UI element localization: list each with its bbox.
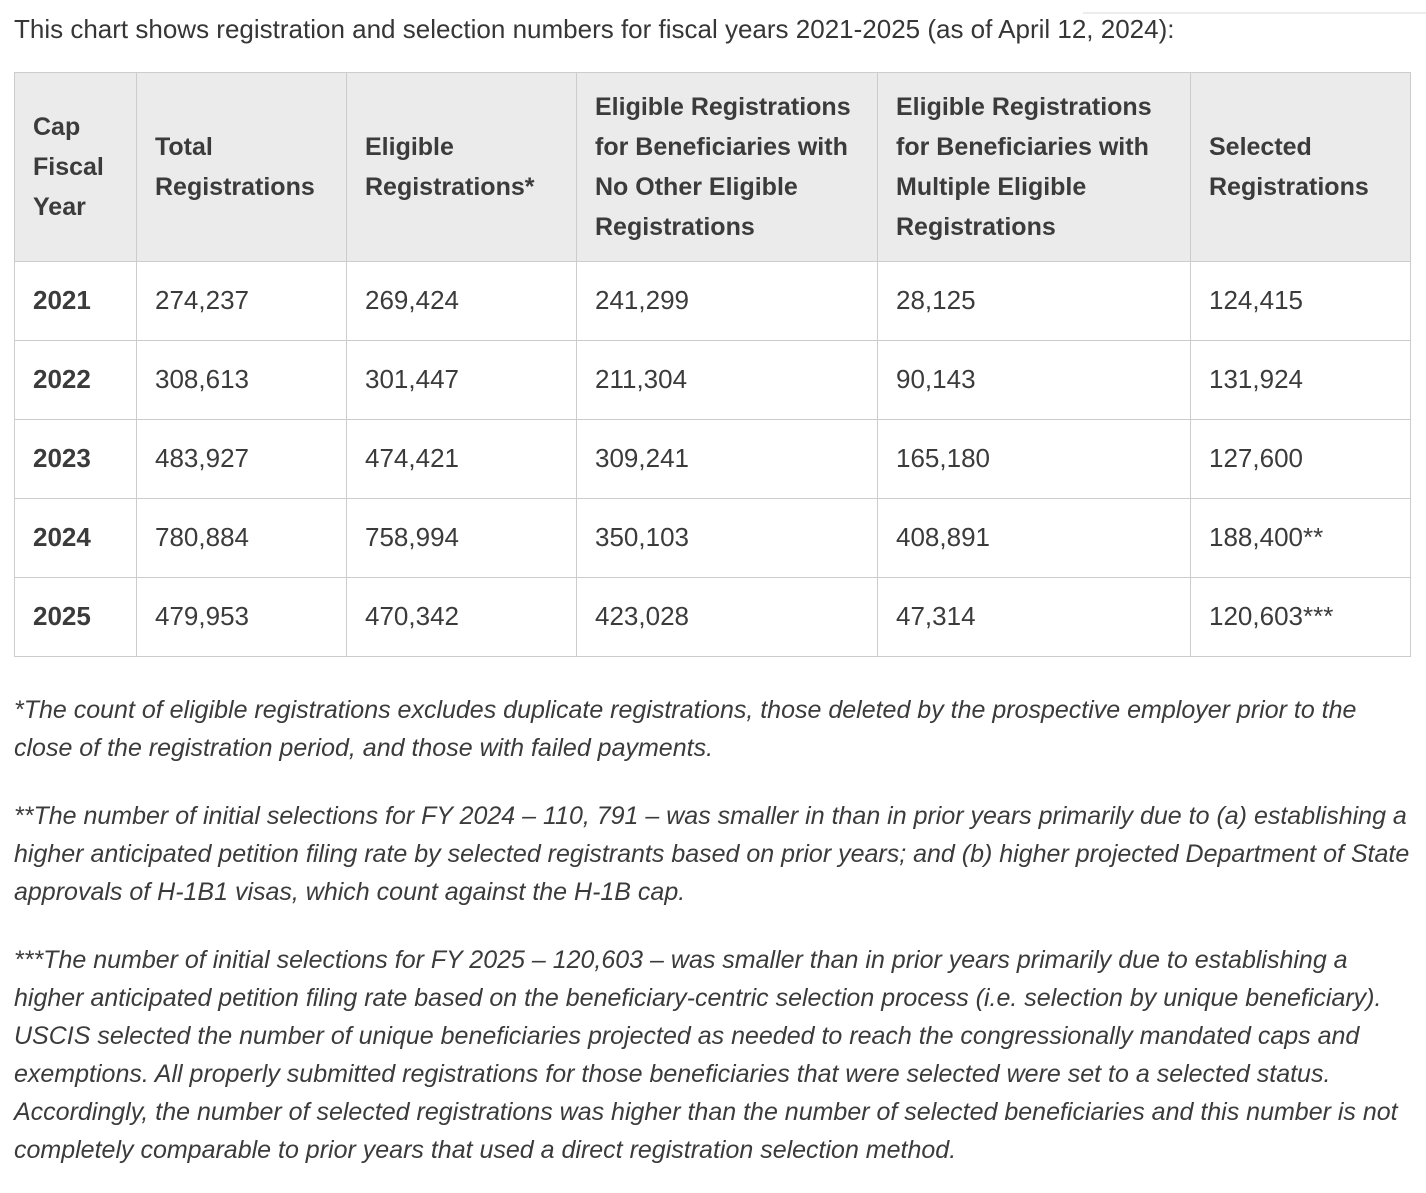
registrations-table: Cap Fiscal Year Total Registrations Elig… — [14, 72, 1411, 657]
table-row-2024: 2024 780,884 758,994 350,103 408,891 188… — [14, 498, 1411, 578]
footnote-eligible-registrations: *The count of eligible registrations exc… — [14, 696, 1357, 762]
cell-eligible-no-other: 350,103 — [576, 498, 878, 578]
cell-fiscal-year: 2023 — [14, 419, 137, 499]
table-row-2025: 2025 479,953 470,342 423,028 47,314 120,… — [14, 577, 1411, 657]
cell-eligible-no-other: 309,241 — [576, 419, 878, 499]
cell-eligible-multiple: 165,180 — [877, 419, 1191, 499]
cell-fiscal-year: 2022 — [14, 340, 137, 420]
cell-eligible-multiple: 47,314 — [877, 577, 1191, 657]
table-row-2022: 2022 308,613 301,447 211,304 90,143 131,… — [14, 340, 1411, 420]
col-header-eligible-multiple: Eligible Registrations for Beneficiaries… — [877, 72, 1191, 262]
cell-eligible-registrations: 470,342 — [346, 577, 577, 657]
col-header-selected-registrations: Selected Registrations — [1190, 72, 1411, 262]
cell-selected-registrations: 188,400** — [1190, 498, 1411, 578]
cell-fiscal-year: 2025 — [14, 577, 137, 657]
table-row-2023: 2023 483,927 474,421 309,241 165,180 127… — [14, 419, 1411, 499]
cell-total-registrations: 308,613 — [136, 340, 347, 420]
col-header-cap-fiscal-year: Cap Fiscal Year — [14, 72, 137, 262]
cell-total-registrations: 479,953 — [136, 577, 347, 657]
cell-eligible-registrations: 474,421 — [346, 419, 577, 499]
cell-eligible-multiple: 28,125 — [877, 261, 1191, 341]
cell-eligible-multiple: 408,891 — [877, 498, 1191, 578]
cell-selected-registrations: 120,603*** — [1190, 577, 1411, 657]
cell-eligible-no-other: 211,304 — [576, 340, 878, 420]
cell-selected-registrations: 131,924 — [1190, 340, 1411, 420]
cell-total-registrations: 274,237 — [136, 261, 347, 341]
cell-eligible-no-other: 241,299 — [576, 261, 878, 341]
cell-eligible-no-other: 423,028 — [576, 577, 878, 657]
cell-eligible-registrations: 301,447 — [346, 340, 577, 420]
col-header-eligible-no-other: Eligible Registrations for Beneficiaries… — [576, 72, 878, 262]
cell-total-registrations: 483,927 — [136, 419, 347, 499]
cell-eligible-registrations: 269,424 — [346, 261, 577, 341]
col-header-total-registrations: Total Registrations — [136, 72, 347, 262]
table-row-2021: 2021 274,237 269,424 241,299 28,125 124,… — [14, 261, 1411, 341]
cell-eligible-multiple: 90,143 — [877, 340, 1191, 420]
cell-eligible-registrations: 758,994 — [346, 498, 577, 578]
page: This chart shows registration and select… — [0, 12, 1426, 1169]
footnote-fy2025-selections: ***The number of initial selections for … — [14, 946, 1398, 1164]
cell-selected-registrations: 124,415 — [1190, 261, 1411, 341]
col-header-eligible-registrations: Eligible Registrations* — [346, 72, 577, 262]
cell-total-registrations: 780,884 — [136, 498, 347, 578]
footnote-fy2024-selections: **The number of initial selections for F… — [14, 802, 1410, 906]
table-header-row: Cap Fiscal Year Total Registrations Elig… — [14, 72, 1411, 262]
top-edge-divider — [1083, 12, 1426, 14]
intro-text: This chart shows registration and select… — [14, 14, 1175, 44]
cell-selected-registrations: 127,600 — [1190, 419, 1411, 499]
cell-fiscal-year: 2021 — [14, 261, 137, 341]
cell-fiscal-year: 2024 — [14, 498, 137, 578]
